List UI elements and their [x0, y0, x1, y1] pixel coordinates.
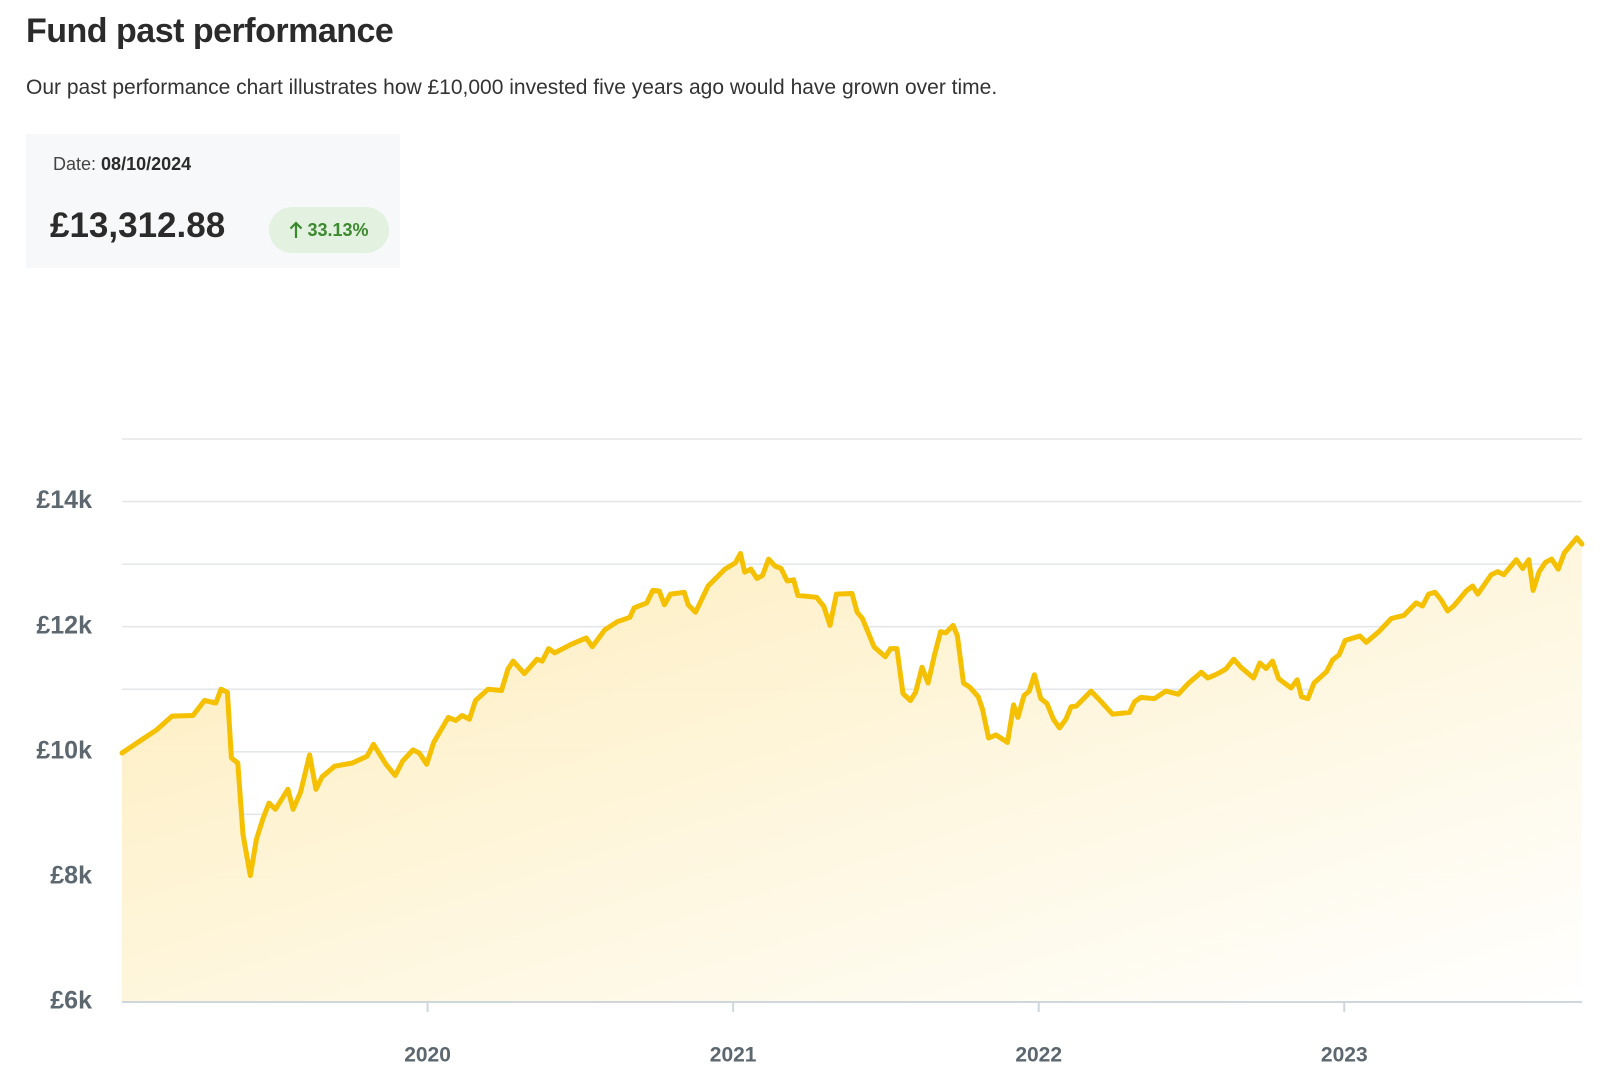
x-tick-label: 2022	[1015, 1044, 1062, 1067]
change-value: 33.13%	[307, 219, 369, 240]
date-label: Date:	[53, 154, 97, 174]
y-tick-label: £8k	[50, 861, 92, 889]
x-tick-label: 2020	[404, 1044, 451, 1067]
fund-value: £13,312.88	[50, 206, 226, 245]
date-row: Date: 08/10/2024	[53, 154, 191, 175]
date-value: 08/10/2024	[101, 154, 192, 174]
y-tick-label: £14k	[36, 486, 92, 514]
x-tick-label: 2023	[1321, 1044, 1368, 1067]
page-title: Fund past performance	[26, 12, 394, 50]
page-subtitle: Our past performance chart illustrates h…	[26, 76, 998, 99]
y-tick-label: £12k	[36, 611, 92, 639]
x-tick-label: 2021	[710, 1044, 757, 1067]
y-tick-label: £10k	[36, 736, 92, 764]
change-badge: 33.13%	[269, 207, 389, 253]
y-tick-label: £6k	[50, 987, 92, 1015]
series-line	[119, 535, 1585, 879]
summary-card: Date: 08/10/2024 £13,312.88 33.13%	[26, 134, 400, 268]
area-fill	[122, 537, 1582, 1002]
up-arrow-icon	[290, 221, 303, 238]
